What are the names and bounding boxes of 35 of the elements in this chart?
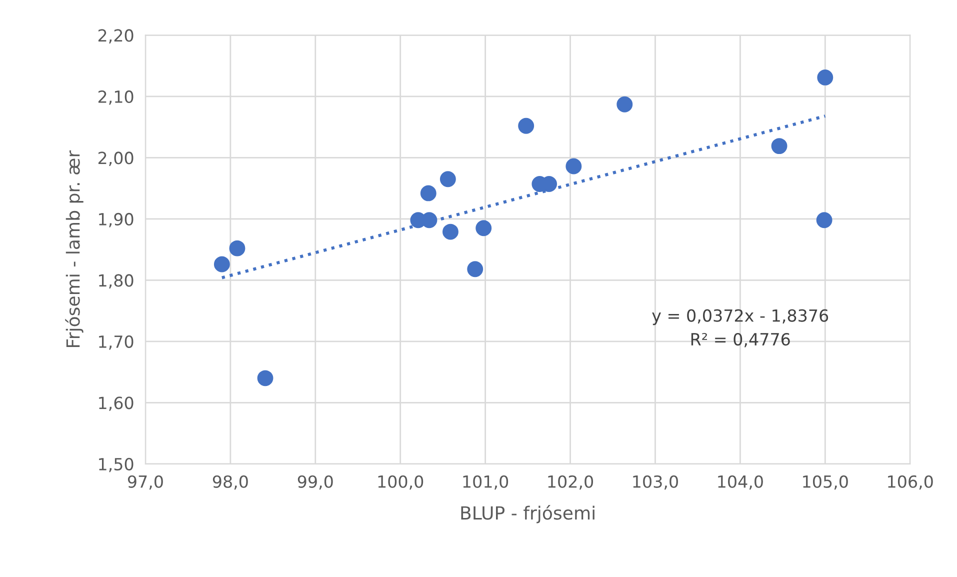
y-axis-title: Frjósemi - lamb pr. ær <box>65 150 84 347</box>
x-tick-label: 99,0 <box>298 475 333 490</box>
x-tick-label: 97,0 <box>128 475 163 490</box>
point <box>817 69 834 86</box>
x-tick-label: 106,0 <box>888 475 933 490</box>
point <box>440 171 456 188</box>
x-tick-label: 100,0 <box>378 475 424 490</box>
point <box>566 158 582 174</box>
point <box>214 256 230 272</box>
point <box>229 240 246 256</box>
y-tick-label: 1,80 <box>99 274 134 288</box>
y-tick-label: 2,00 <box>98 152 134 166</box>
point <box>518 118 534 134</box>
x-tick-label: 98,0 <box>212 475 248 490</box>
x-tick-label: 104,0 <box>718 475 763 490</box>
y-tick-label: 1,60 <box>99 396 134 411</box>
point <box>467 261 484 278</box>
y-tick-label: 1,70 <box>99 335 134 350</box>
y-tick-label: 1,90 <box>99 212 134 228</box>
point <box>816 212 832 228</box>
point <box>442 224 458 240</box>
y-tick-label: 2,10 <box>98 90 134 105</box>
y-tick-label: 1,50 <box>99 458 134 472</box>
point <box>420 185 436 202</box>
x-tick-label: 103,0 <box>633 475 678 490</box>
annotation: y = 0,0372x - 1,8376 R² = 0,4776 <box>652 309 828 348</box>
point <box>616 96 633 112</box>
point <box>257 370 274 386</box>
point <box>771 138 788 154</box>
x-tick-label: 102,0 <box>548 475 594 490</box>
y-tick-label: 2,20 <box>98 29 134 44</box>
x-tick-label: 101,0 <box>463 475 508 490</box>
x-axis-title: BLUP - frjósemi <box>461 505 594 524</box>
x-tick-label: 105,0 <box>803 475 848 490</box>
point <box>476 220 492 236</box>
